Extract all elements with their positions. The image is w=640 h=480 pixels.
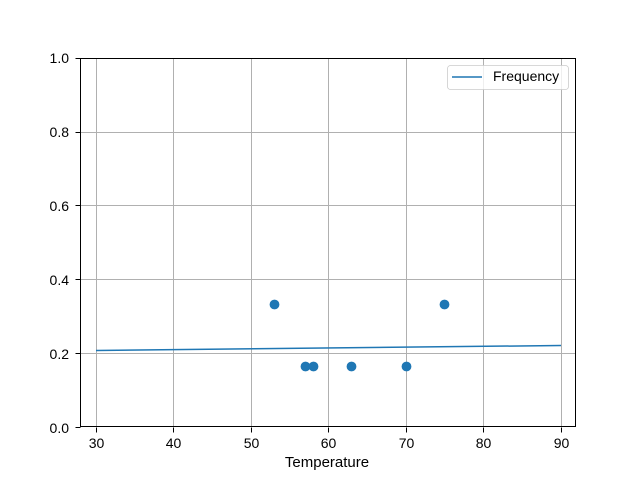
svg-text:0.8: 0.8 xyxy=(50,124,70,140)
svg-text:90: 90 xyxy=(554,435,570,451)
svg-text:0.4: 0.4 xyxy=(50,272,70,288)
svg-text:50: 50 xyxy=(244,435,260,451)
svg-text:0.6: 0.6 xyxy=(50,198,70,214)
svg-text:0.0: 0.0 xyxy=(50,420,70,436)
svg-text:80: 80 xyxy=(476,435,492,451)
svg-text:70: 70 xyxy=(399,435,415,451)
svg-text:60: 60 xyxy=(321,435,337,451)
svg-text:Frequency: Frequency xyxy=(493,68,559,84)
svg-text:30: 30 xyxy=(89,435,105,451)
svg-text:40: 40 xyxy=(166,435,182,451)
svg-text:0.2: 0.2 xyxy=(50,346,70,362)
svg-text:Temperature: Temperature xyxy=(285,454,369,471)
svg-text:1.0: 1.0 xyxy=(50,50,70,66)
